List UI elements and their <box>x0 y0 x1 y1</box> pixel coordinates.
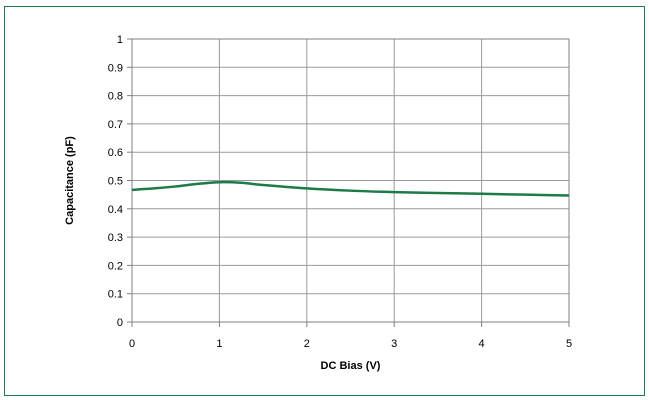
capacitance-chart: 0 0.1 0.2 0.3 0.4 0.5 0.6 0.7 0.8 0.9 1 0 1 2 3 4 5 DC … <box>64 34 572 372</box>
x-tick-label: 4 <box>479 338 485 350</box>
y-tick-label: 0.3 <box>108 232 123 244</box>
y-tick-label: 0 <box>117 317 123 329</box>
y-tick-label: 0.4 <box>108 204 123 216</box>
chart-frame: 0 0.1 0.2 0.3 0.4 0.5 0.6 0.7 0.8 0.9 1 0 1 2 3 4 5 DC … <box>4 6 645 396</box>
y-tick-label: 0.7 <box>108 119 123 131</box>
y-tick-label: 0.1 <box>108 289 123 301</box>
x-tick-label: 2 <box>304 338 310 350</box>
y-axis-title: Capacitance (pF) <box>64 136 76 225</box>
plot-area <box>131 38 570 323</box>
x-tick-label: 5 <box>566 338 572 350</box>
y-tick-label: 0.8 <box>108 91 123 103</box>
y-tick-labels: 0 0.1 0.2 0.3 0.4 0.5 0.6 0.7 0.8 0.9 1 <box>108 34 123 329</box>
horizontal-gridlines <box>127 38 569 323</box>
y-tick-label: 0.6 <box>108 147 123 159</box>
y-tick-label: 0.9 <box>108 62 123 74</box>
y-tick-label: 0.5 <box>108 176 123 188</box>
x-tick-label: 1 <box>216 338 222 350</box>
x-axis-title: DC Bias (V) <box>321 360 381 372</box>
y-tick-label: 1 <box>117 34 123 46</box>
x-tick-label: 3 <box>391 338 397 350</box>
series-layer <box>131 180 570 197</box>
x-tick-label: 0 <box>129 338 135 350</box>
x-tick-labels: 0 1 2 3 4 5 <box>129 338 572 350</box>
series-line <box>131 180 570 197</box>
y-tick-label: 0.2 <box>108 260 123 272</box>
